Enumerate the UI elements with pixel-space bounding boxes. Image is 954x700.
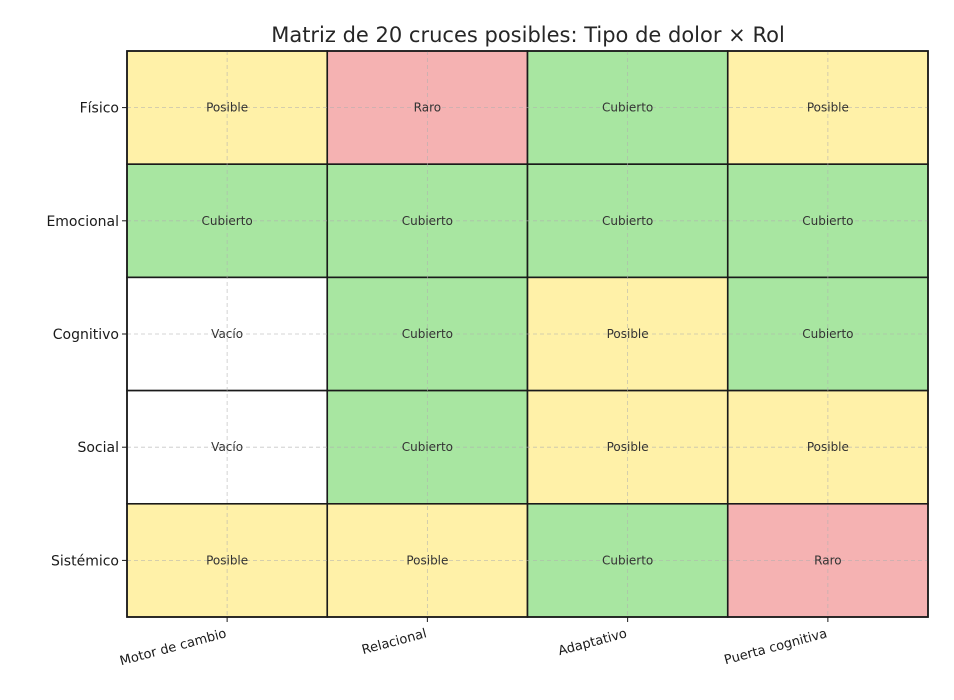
cell-label: Cubierto [201, 214, 252, 228]
y-tick-label: Cognitivo [53, 327, 119, 343]
x-tick-label: Puerta cognitiva [723, 626, 829, 668]
cell-label: Cubierto [602, 101, 653, 115]
cell-label: Posible [807, 101, 849, 115]
cell-label: Vacío [211, 327, 243, 341]
cell-label: Cubierto [602, 214, 653, 228]
y-tick-label: Sistémico [51, 553, 119, 569]
cell-label: Cubierto [402, 327, 453, 341]
cell-label: Posible [406, 553, 448, 567]
cell-label: Cubierto [802, 327, 853, 341]
cell-label: Cubierto [402, 214, 453, 228]
cell-label: Posible [607, 327, 649, 341]
x-tick-label: Relacional [360, 626, 428, 658]
heatmap-cell [726, 163, 929, 279]
cell-label: Vacío [211, 440, 243, 454]
cell-label: Posible [607, 440, 649, 454]
cell-label: Cubierto [402, 440, 453, 454]
cell-label: Posible [807, 440, 849, 454]
cell-label: Cubierto [802, 214, 853, 228]
cell-label: Posible [206, 553, 248, 567]
cell-label: Posible [206, 101, 248, 115]
y-tick-label: Físico [80, 101, 119, 117]
cell-label: Raro [814, 553, 841, 567]
cell-label: Raro [414, 101, 441, 115]
cell-label: Cubierto [602, 553, 653, 567]
y-tick-label: Emocional [46, 214, 119, 230]
x-tick-label: Motor de cambio [118, 626, 228, 669]
x-tick-label: Adaptativo [557, 626, 629, 659]
grid-layer [127, 51, 928, 617]
chart-title: Matriz de 20 cruces posibles: Tipo de do… [271, 23, 785, 47]
y-tick-label: Social [77, 440, 119, 456]
cell-labels-layer: Posible Raro Cubierto Posible Cubierto Cubier… [201, 101, 853, 568]
